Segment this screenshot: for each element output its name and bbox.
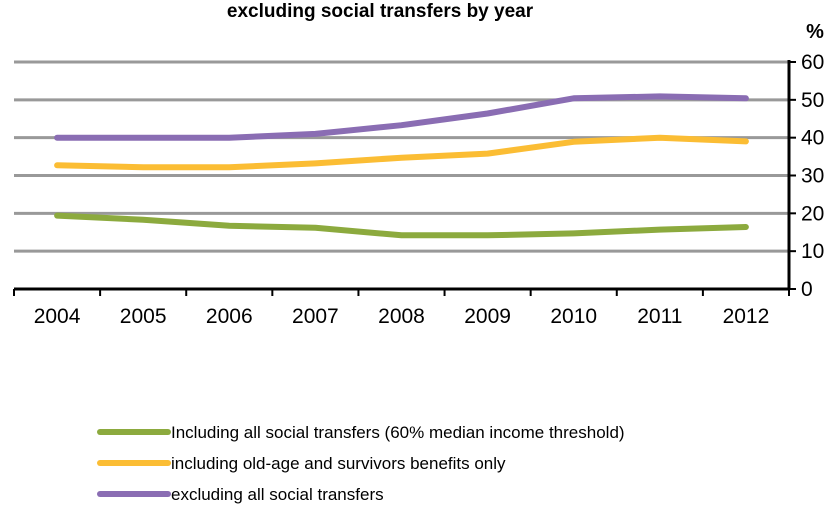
y-axis-unit-label: % xyxy=(806,21,824,43)
series-line-1 xyxy=(54,212,749,239)
x-tick-label: 2011 xyxy=(637,305,682,328)
legend-label-2: including old-age and survivors benefits… xyxy=(171,454,506,473)
y-tick-label: 60 xyxy=(801,51,824,74)
x-tick-label: 2009 xyxy=(464,305,511,328)
series-line-3 xyxy=(54,93,749,141)
y-tick-label: 20 xyxy=(801,202,824,225)
x-tick-label: 2006 xyxy=(206,305,253,328)
series-lines xyxy=(54,93,749,239)
legend-label-3: excluding all social transfers xyxy=(171,485,384,504)
y-tick-label: 10 xyxy=(801,240,824,263)
axes xyxy=(13,60,796,296)
x-tick-label: 2004 xyxy=(34,305,81,328)
y-tick-label: 40 xyxy=(801,127,824,150)
legend-label-1: Including all social transfers (60% medi… xyxy=(171,423,625,442)
x-tick-label: 2010 xyxy=(550,305,597,328)
series-line-2 xyxy=(54,134,749,171)
x-tick-label: 2005 xyxy=(120,305,167,328)
x-tick-label: 2007 xyxy=(292,305,339,328)
tick-labels: 0 10 20 30 40 50 60 2004 2005 2006 2007 2008 2009 201… xyxy=(34,51,825,328)
x-tick-label: 2012 xyxy=(723,305,770,328)
y-tick-label: 50 xyxy=(801,89,824,112)
y-tick-label: 0 xyxy=(801,278,813,301)
x-tick-label: 2008 xyxy=(378,305,425,328)
legend: Including all social transfers (60% medi… xyxy=(97,423,625,504)
chart-title: excluding social transfers by year xyxy=(227,1,534,22)
y-tick-label: 30 xyxy=(801,165,824,188)
